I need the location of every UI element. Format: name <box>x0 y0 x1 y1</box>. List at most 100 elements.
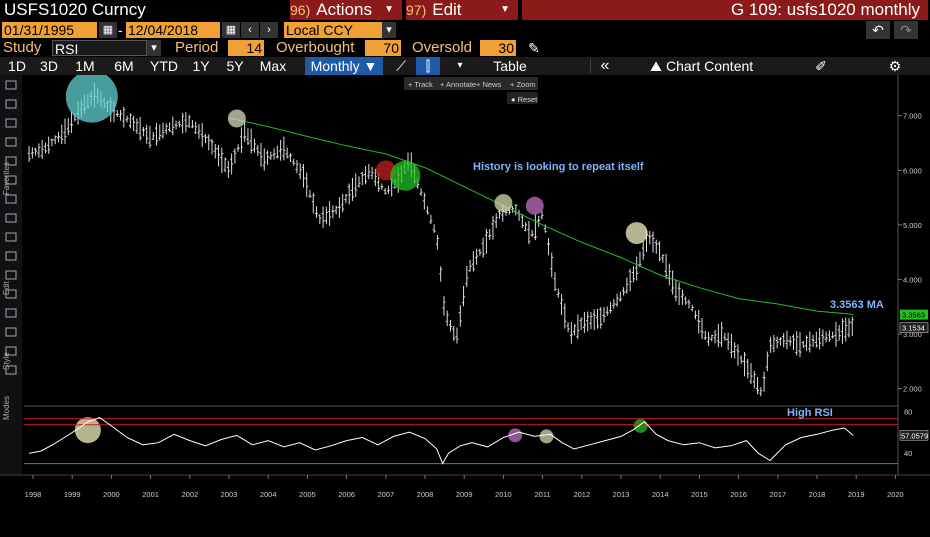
year-tick-label: 2020 <box>887 490 904 499</box>
divider <box>590 59 591 73</box>
frequency-select[interactable]: Monthly ▼ <box>305 57 383 75</box>
year-tick-label: 2012 <box>573 490 590 499</box>
text-icon[interactable] <box>5 156 17 166</box>
period-button-1y[interactable]: 1Y <box>192 58 210 74</box>
chart-toolbar: 1D 3D 1M 6M YTD 1Y 5Y Max Monthly ▼ ⟋ ⫿ ▾ Table… <box>0 57 930 75</box>
year-tick-label: 2011 <box>535 490 551 499</box>
gear-icon[interactable]: ⚙ <box>888 58 902 74</box>
chevron-down-icon[interactable]: ▾ <box>382 22 396 38</box>
chart-tool-news: + News <box>476 80 501 89</box>
currency-select[interactable]: Local CCY <box>284 22 382 38</box>
trash-icon[interactable] <box>5 365 17 375</box>
chart-tools-bar <box>404 77 538 90</box>
study-select[interactable]: RSI <box>52 40 147 57</box>
period-button-1d[interactable]: 1D <box>8 58 26 74</box>
undo-icon[interactable]: ↶ <box>866 21 890 39</box>
bar-chart-icon[interactable]: ⫿ <box>416 57 440 75</box>
rsi-tick-label: 80 <box>904 407 912 416</box>
year-tick-label: 2018 <box>809 490 826 499</box>
price-tick-label: 5.000 <box>903 221 922 230</box>
price-tick-label: 6.000 <box>903 166 922 175</box>
rsi-label: High RSI <box>787 407 833 419</box>
calendar-icon[interactable]: ▦ <box>99 22 117 38</box>
oversold-field[interactable]: 30 <box>480 40 516 56</box>
rsi-line <box>29 417 854 465</box>
side-tab-edit[interactable]: Edit <box>2 280 11 295</box>
chevron-left-icon[interactable]: ‹ <box>241 22 259 38</box>
period-button-6m[interactable]: 6M <box>114 58 134 74</box>
overbought-field[interactable]: 70 <box>365 40 401 56</box>
edit-menu-button[interactable]: 97) Edit ▼ <box>406 0 518 20</box>
period-field[interactable]: 14 <box>228 40 264 56</box>
ma-last-value-badge <box>900 309 928 320</box>
trend-icon[interactable] <box>5 137 17 147</box>
ma-label: 3.3563 MA <box>830 299 884 311</box>
eraser-icon[interactable] <box>5 270 17 280</box>
zoom-icon[interactable] <box>5 118 17 128</box>
measure-icon[interactable] <box>5 289 17 299</box>
chevron-down-icon[interactable]: ▾ <box>457 60 463 71</box>
chevron-down-icon: ▼ <box>363 58 378 74</box>
year-tick-label: 2006 <box>338 490 355 499</box>
arrow-icon[interactable] <box>5 194 17 204</box>
lock-icon[interactable] <box>5 327 17 337</box>
period-button-3d[interactable]: 3D <box>40 58 58 74</box>
highlight-circle <box>633 418 648 433</box>
actions-menu-button[interactable]: 96) Actions ▼ <box>290 0 402 20</box>
year-tick-label: 2004 <box>260 490 277 499</box>
chart-tool-track: + Track <box>408 80 433 89</box>
shape-icon[interactable] <box>5 175 17 185</box>
year-tick-label: 2008 <box>417 490 434 499</box>
chart-content-icon: ⛰ <box>650 58 662 74</box>
year-tick-label: 2015 <box>691 490 708 499</box>
side-tab-favorites[interactable]: Favorites <box>2 162 11 195</box>
period-button-1m[interactable]: 1M <box>75 58 95 74</box>
edit-chart-icon[interactable]: ✐ <box>815 58 827 74</box>
line-icon[interactable] <box>5 213 17 223</box>
year-tick-label: 2007 <box>377 490 394 499</box>
period-button-max[interactable]: Max <box>259 58 287 74</box>
year-tick-label: 2010 <box>495 490 512 499</box>
pencil-icon[interactable]: ✎ <box>528 40 540 56</box>
hide-icon[interactable] <box>5 346 17 356</box>
ma-last-value: 3.3563 <box>902 311 925 320</box>
year-tick-label: 2002 <box>181 490 198 499</box>
chevron-right-icon[interactable]: › <box>260 22 278 38</box>
date-range-bar: 01/31/1995 ▦ - 12/04/2018 ▦ ‹ › Local CC… <box>0 21 930 39</box>
year-tick-label: 2019 <box>848 490 865 499</box>
overbought-label: Overbought <box>276 39 355 56</box>
security-ticker[interactable]: USFS1020 Curncy <box>2 0 287 20</box>
calendar-icon[interactable]: ▦ <box>222 22 240 38</box>
year-tick-label: 2001 <box>142 490 159 499</box>
side-tab-modes[interactable]: Modes <box>2 396 11 420</box>
price-chart[interactable]: Favorites Edit Style Modes + Track + Annotate… <box>0 75 930 537</box>
highlight-circle <box>74 417 101 444</box>
pen-icon[interactable] <box>5 251 17 261</box>
line-chart-icon[interactable]: ⟋ <box>396 58 406 74</box>
period-button-5y[interactable]: 5Y <box>226 58 244 74</box>
chevron-down-icon[interactable]: ▾ <box>147 40 161 56</box>
reset-button-bg[interactable] <box>507 92 538 104</box>
end-date-field[interactable]: 12/04/2018 <box>126 22 220 38</box>
side-tab-style[interactable]: Style <box>2 352 11 370</box>
annotation-text: History is looking to repeat itself <box>473 161 644 173</box>
chart-content-button[interactable]: Chart Content <box>666 58 754 74</box>
collapse-icon[interactable]: « <box>600 57 610 74</box>
cursor-icon[interactable] <box>5 80 17 90</box>
fib-icon[interactable] <box>5 232 17 242</box>
reset-button: ● Reset <box>511 95 538 104</box>
left-tool-strip <box>0 75 22 475</box>
magnet-icon[interactable] <box>5 308 17 318</box>
period-button-ytd[interactable]: YTD <box>150 58 178 74</box>
price-tick-label: 2.000 <box>903 385 922 394</box>
year-tick-label: 2009 <box>456 490 473 499</box>
redo-icon[interactable]: ↷ <box>894 21 918 39</box>
rsi-last-value: 57.0579 <box>901 431 928 440</box>
table-button[interactable]: Table <box>493 58 527 74</box>
study-label: Study <box>3 39 42 56</box>
start-date-field[interactable]: 01/31/1995 <box>2 22 97 38</box>
edit-number: 97) <box>406 2 427 18</box>
crosshair-icon[interactable] <box>5 99 17 109</box>
highlight-circle <box>494 194 513 213</box>
price-last-value-badge <box>899 322 929 333</box>
